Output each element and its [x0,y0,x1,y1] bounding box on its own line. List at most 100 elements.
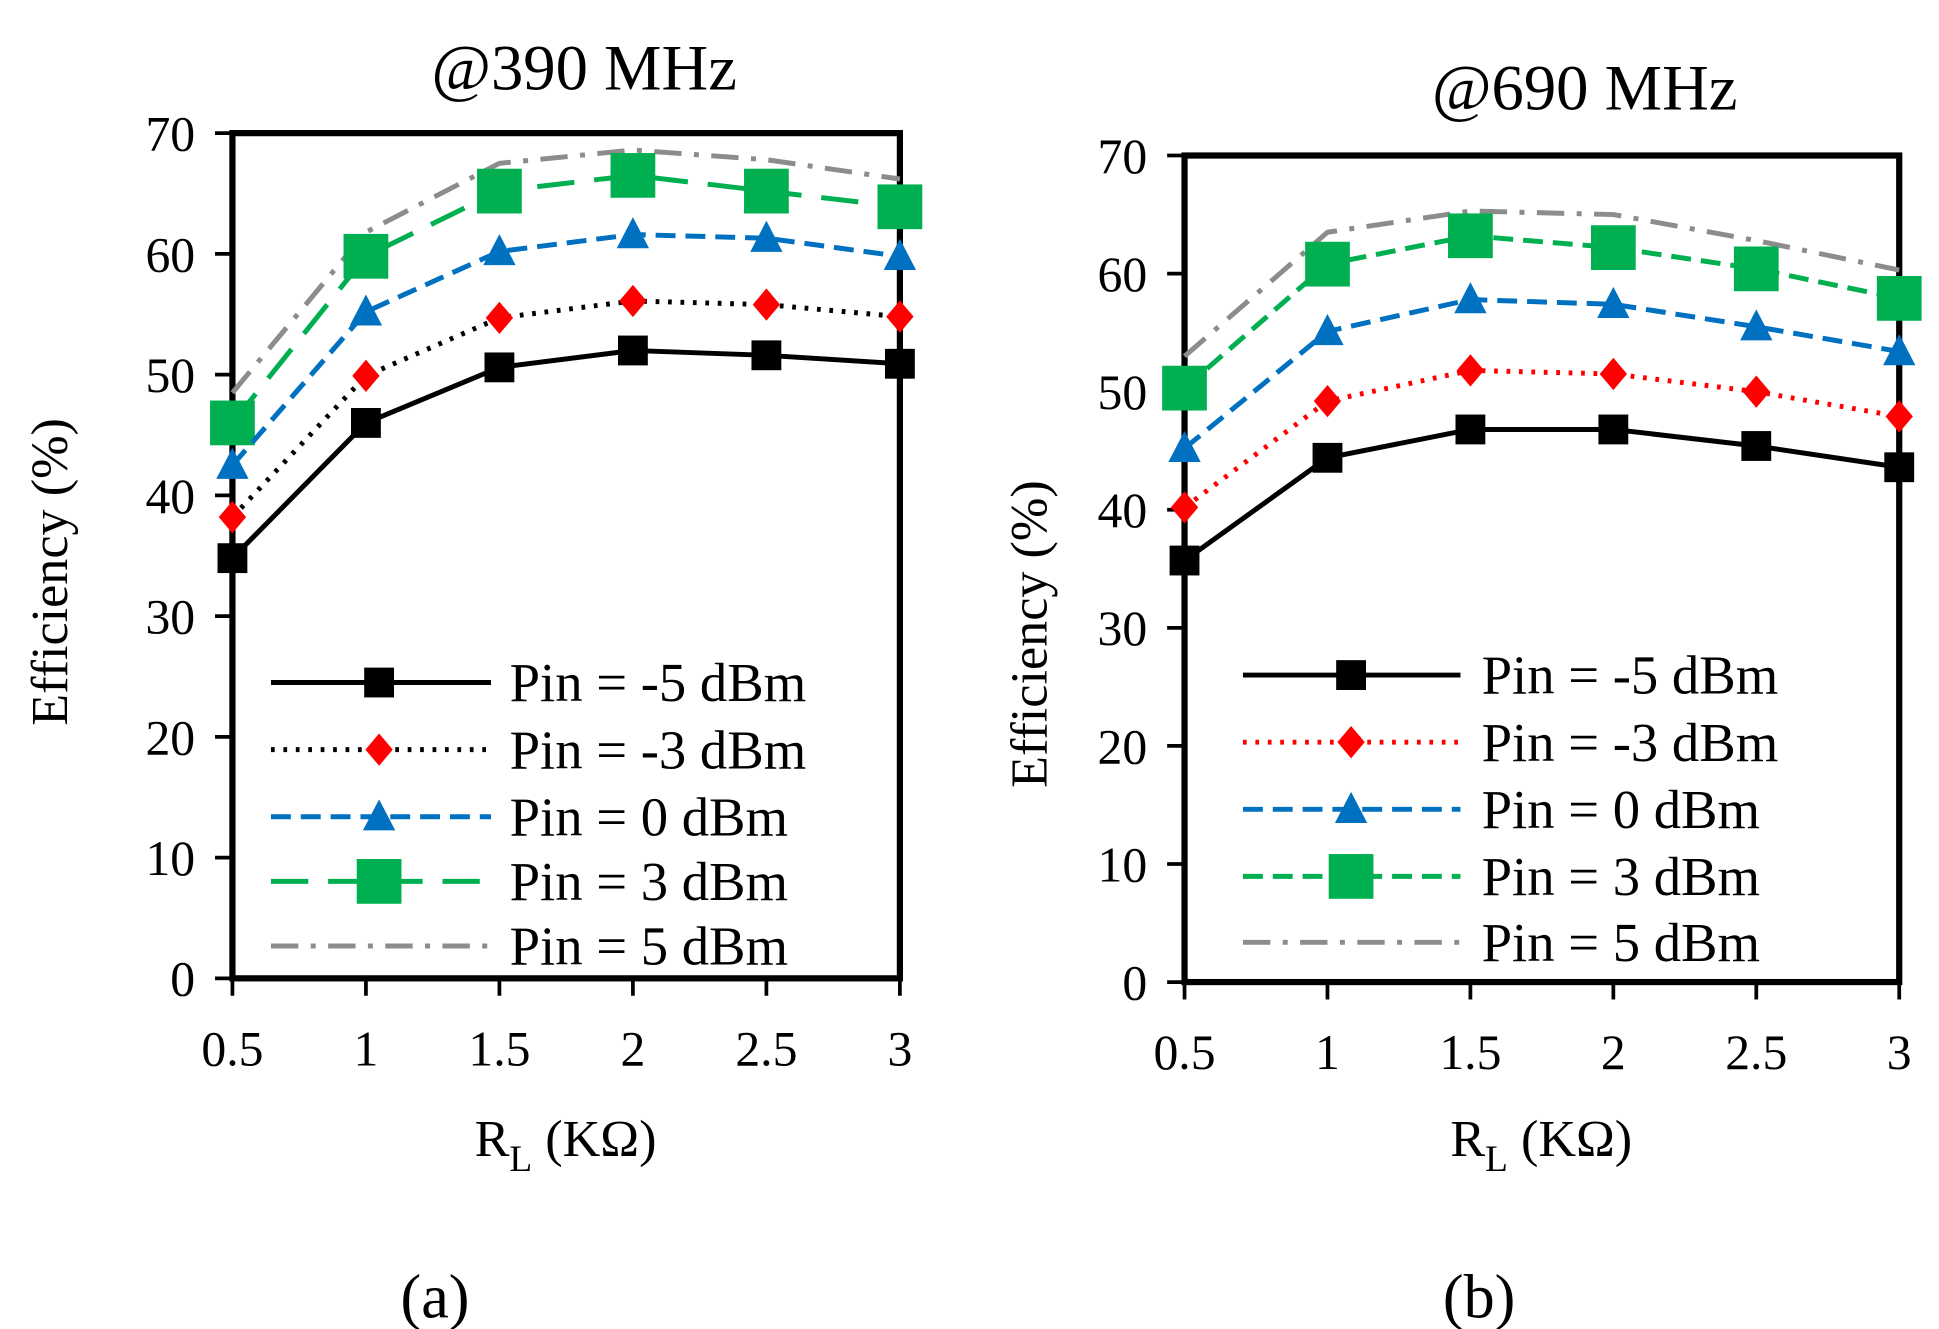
x-axis-title-main: R [475,1110,510,1168]
y-tick-label: 10 [1098,837,1148,892]
y-tick-label: 50 [145,348,195,403]
series-pin-0-dbm [216,217,917,479]
x-tick-label: 1.5 [1439,1025,1501,1080]
data-point-marker [1598,414,1629,445]
series-pin-3-dbm [218,284,914,534]
x-tick-label: 2.5 [735,1021,797,1076]
y-tick-label: 20 [145,710,195,765]
y-tick-label: 40 [145,469,195,524]
data-point-marker [752,288,781,321]
x-axis-title-unit: (KΩ) [532,1110,656,1168]
series-pin-3-dbm [210,153,923,446]
data-point-marker [1884,452,1915,483]
chart-title: @690 MHz [1432,52,1737,124]
x-tick-label: 1 [1315,1025,1340,1080]
legend-marker [364,667,395,698]
data-point-marker [1170,491,1199,524]
series-line [230,347,901,560]
y-tick-label: 30 [145,590,195,645]
data-point-marker [1456,354,1485,387]
data-point-marker [750,220,783,252]
series-line [1182,233,1900,391]
legend-label: Pin = 5 dBm [510,916,788,977]
data-point-marker [619,284,647,318]
data-point-marker [751,340,782,371]
data-point-marker [1885,400,1913,433]
series-pin-5-dbm [217,335,915,574]
x-axis-title: RL (KΩ) [1450,1110,1632,1180]
x-tick-label: 0.5 [201,1021,263,1076]
series-line [1182,297,1900,451]
legend-label: Pin = -5 dBm [510,652,807,713]
x-axis-title-main: R [1450,1110,1485,1168]
x-tick-label: 2 [1601,1025,1626,1080]
data-point-marker [1599,357,1628,391]
data-point-marker [1883,334,1916,366]
legend-item: Pin = -5 dBm [1242,645,1778,706]
data-point-marker [1312,442,1343,473]
legend-item: Pin = 5 dBm [270,916,788,977]
y-tick-label: 20 [1098,719,1148,774]
legend-marker [365,733,393,766]
data-point-marker [886,300,914,333]
legend-item: Pin = -3 dBm [270,719,806,780]
data-point-marker [1313,384,1342,418]
legend-marker [356,859,402,904]
legend-item: Pin = -3 dBm [1242,712,1778,773]
data-point-marker [1311,314,1344,346]
data-point-marker [1741,431,1772,461]
legend-marker [1334,791,1368,823]
legend-item: Pin = 0 dBm [1242,779,1760,840]
data-point-marker [617,335,648,366]
legend-label: Pin = 3 dBm [510,851,788,912]
data-point-marker [1454,282,1487,314]
x-tick-label: 0.5 [1153,1025,1215,1080]
panel-label: (a) [401,1264,470,1329]
legend-item: Pin = 3 dBm [270,851,788,912]
legend-label: Pin = 0 dBm [510,786,788,847]
data-point-marker [1169,545,1200,576]
data-point-marker [485,301,514,335]
data-point-marker [352,359,380,392]
x-tick-label: 3 [1887,1025,1912,1080]
y-tick-label: 0 [170,952,195,1007]
x-axis-title-subscript: L [1485,1139,1508,1180]
legend-marker [1336,660,1367,690]
legend-label: Pin = 3 dBm [1482,846,1760,907]
legend-marker [1337,726,1365,759]
data-point-marker [1876,276,1922,321]
y-axis-title: Efficiency (%) [21,418,79,726]
legend-item: Pin = 5 dBm [1242,912,1760,973]
x-tick-label: 3 [887,1021,912,1076]
series-pin-5-dbm [1182,208,1900,359]
series-line [230,232,901,467]
y-tick-label: 10 [145,831,195,886]
y-tick-label: 60 [145,227,195,282]
legend-label: Pin = 0 dBm [1482,779,1760,840]
data-point-marker [216,447,249,479]
series-line [1182,208,1900,359]
data-point-marker [351,408,381,438]
data-point-marker [877,184,923,230]
data-point-marker [349,294,383,326]
data-point-marker [484,352,515,383]
data-point-marker [483,234,516,266]
y-tick-label: 70 [145,107,195,162]
data-point-marker [1305,241,1350,287]
series-pin-0-dbm [1168,282,1916,463]
data-point-marker [1742,375,1770,408]
data-point-marker [1168,430,1201,463]
series-line [230,172,901,425]
data-point-marker [1590,225,1636,270]
series-pin-3-dbm [1170,354,1913,524]
x-tick-label: 2.5 [1725,1025,1787,1080]
y-tick-label: 70 [1098,129,1148,184]
data-point-marker [1455,414,1486,445]
data-point-marker [1162,365,1207,411]
data-point-marker [1448,213,1493,259]
data-point-marker [217,543,248,574]
data-point-marker [477,168,522,214]
data-point-marker [210,400,255,446]
